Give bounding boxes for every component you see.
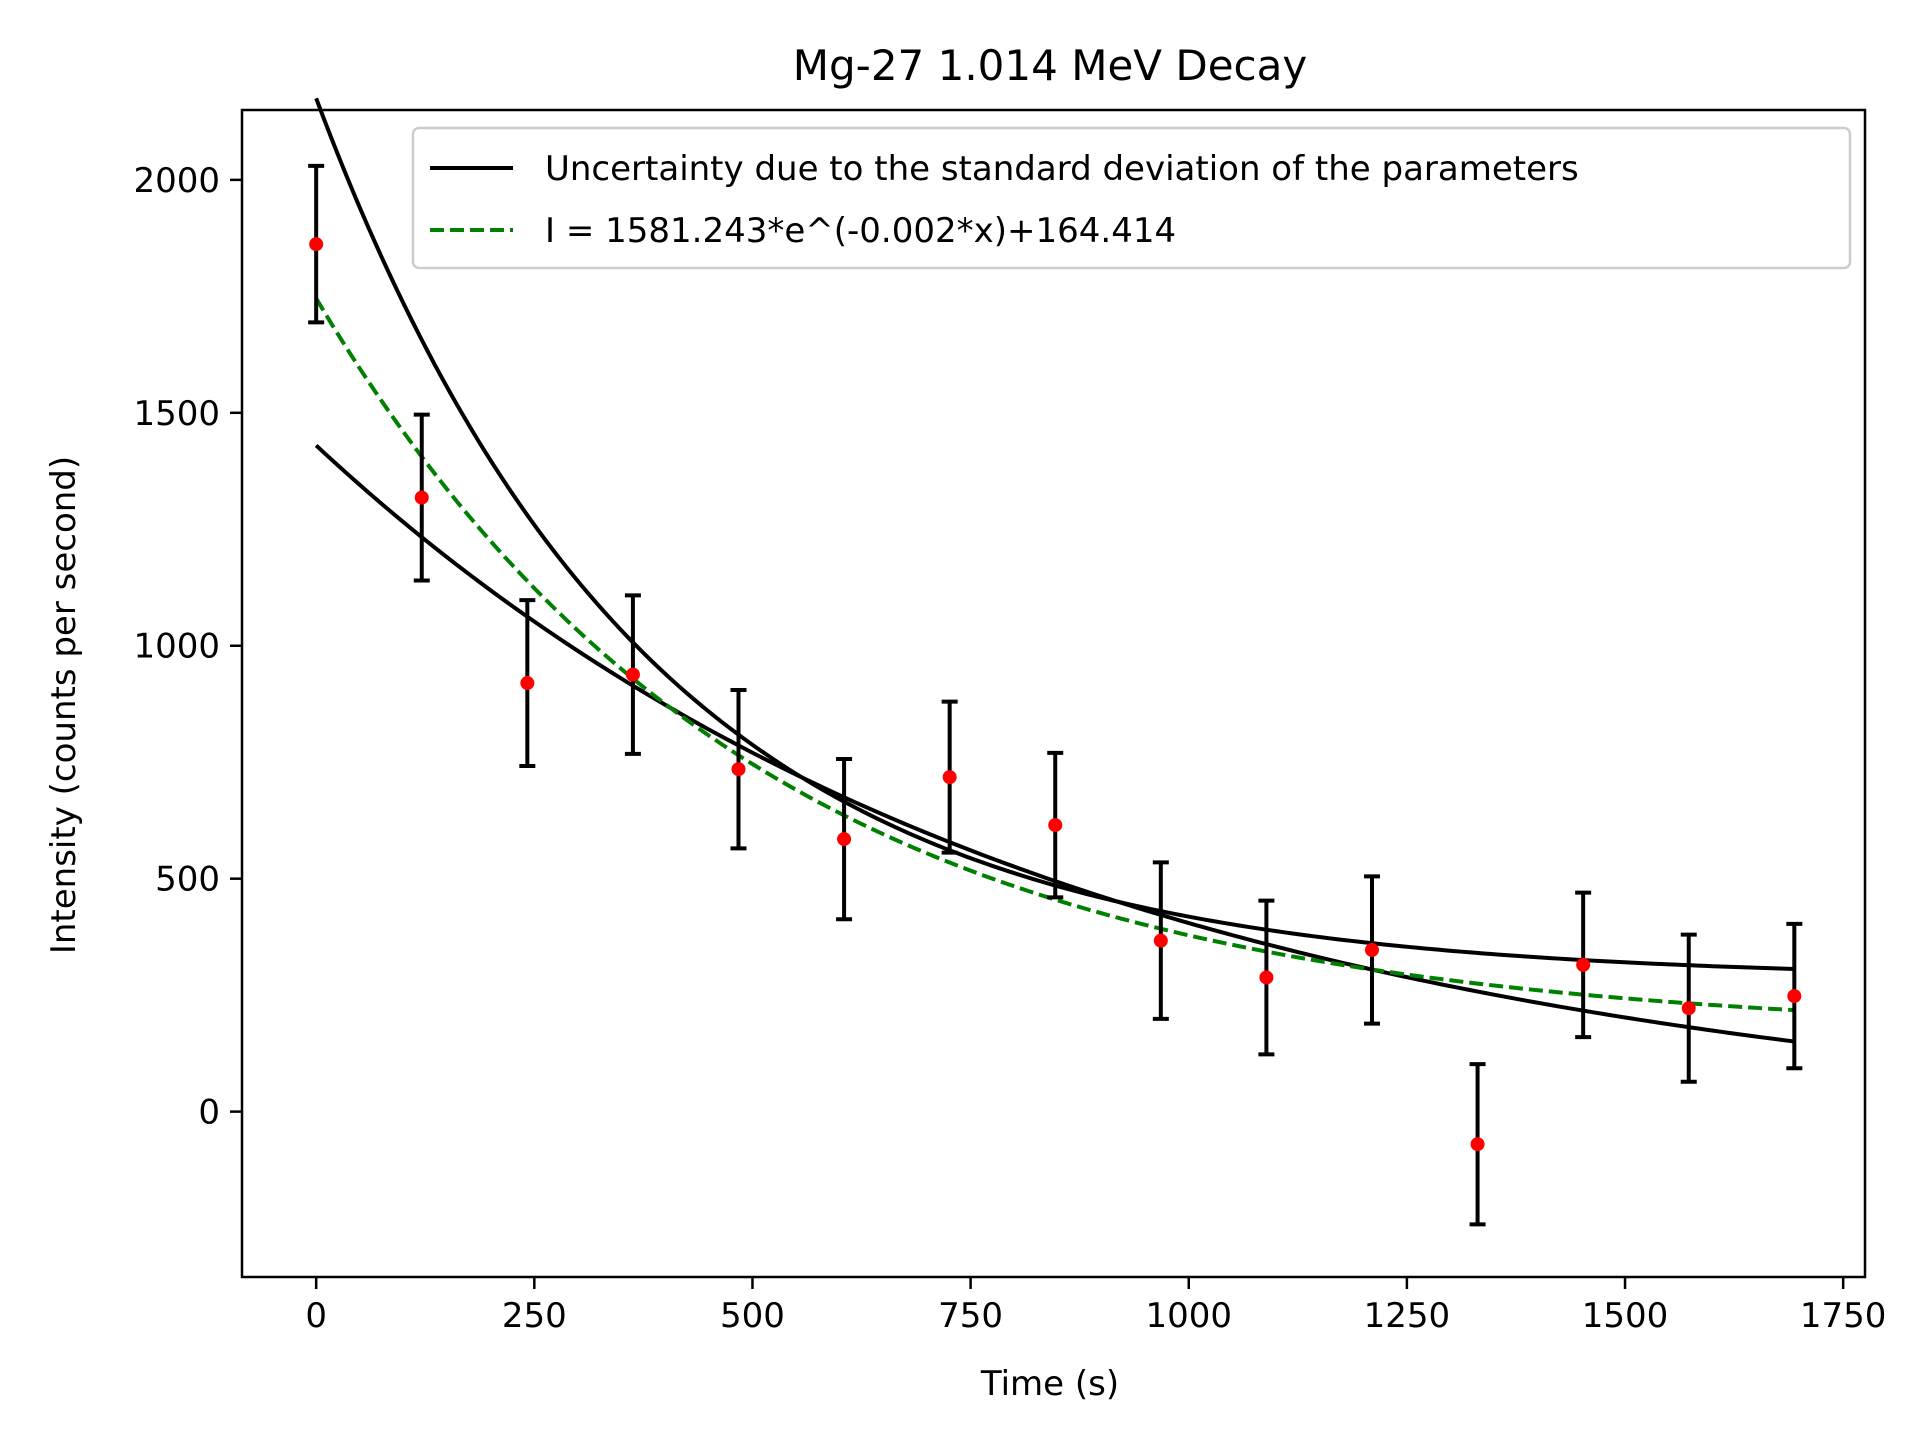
y-tick-label: 1500 [133, 394, 220, 434]
x-axis-label: Time (s) [980, 1364, 1119, 1404]
uncertainty-curve-lower [314, 443, 1795, 1044]
x-axis-ticks: 0 250 500 750 1000 1250 1500 1750 [305, 1277, 1886, 1336]
y-axis-ticks: 0 500 1000 1500 2000 [133, 161, 242, 1133]
y-axis-label: Intensity (counts per second) [44, 456, 84, 954]
x-tick-label: 250 [502, 1296, 567, 1336]
chart-title: Mg-27 1.014 MeV Decay [793, 41, 1307, 90]
data-point [942, 770, 957, 785]
axes-frame [240, 108, 1867, 1279]
x-tick-label: 1250 [1364, 1296, 1451, 1336]
data-point [731, 762, 746, 777]
data-point [1048, 818, 1063, 833]
y-tick-label: 500 [155, 860, 220, 900]
data-point [1259, 970, 1274, 985]
x-tick-label: 1000 [1145, 1296, 1232, 1336]
legend-label-2: I = 1581.243*e^(-0.002*x)+164.414 [545, 211, 1176, 251]
x-tick-label: 500 [720, 1296, 785, 1336]
y-tick-label: 0 [198, 1093, 220, 1133]
plot-area [240, 97, 1867, 1279]
data-point [414, 490, 429, 505]
legend: Uncertainty due to the standard deviatio… [411, 126, 1852, 270]
data-point [520, 676, 535, 691]
fit-curve [314, 297, 1795, 1013]
y-tick-label: 1000 [133, 627, 220, 667]
x-tick-label: 1500 [1582, 1296, 1669, 1336]
data-point [1681, 1001, 1696, 1016]
x-tick-label: 0 [305, 1296, 327, 1336]
data-point [1787, 989, 1802, 1004]
data-point [309, 237, 324, 252]
data-point [837, 832, 852, 847]
legend-box [411, 126, 1852, 270]
legend-label-1: Uncertainty due to the standard deviatio… [545, 149, 1579, 189]
data-point [1153, 933, 1168, 948]
data-point [1576, 957, 1591, 972]
data-point [625, 667, 640, 682]
x-tick-label: 750 [938, 1296, 1003, 1336]
x-tick-label: 1750 [1800, 1296, 1887, 1336]
data-point [1364, 942, 1379, 957]
data-point [1470, 1137, 1485, 1152]
y-tick-label: 2000 [133, 161, 220, 201]
